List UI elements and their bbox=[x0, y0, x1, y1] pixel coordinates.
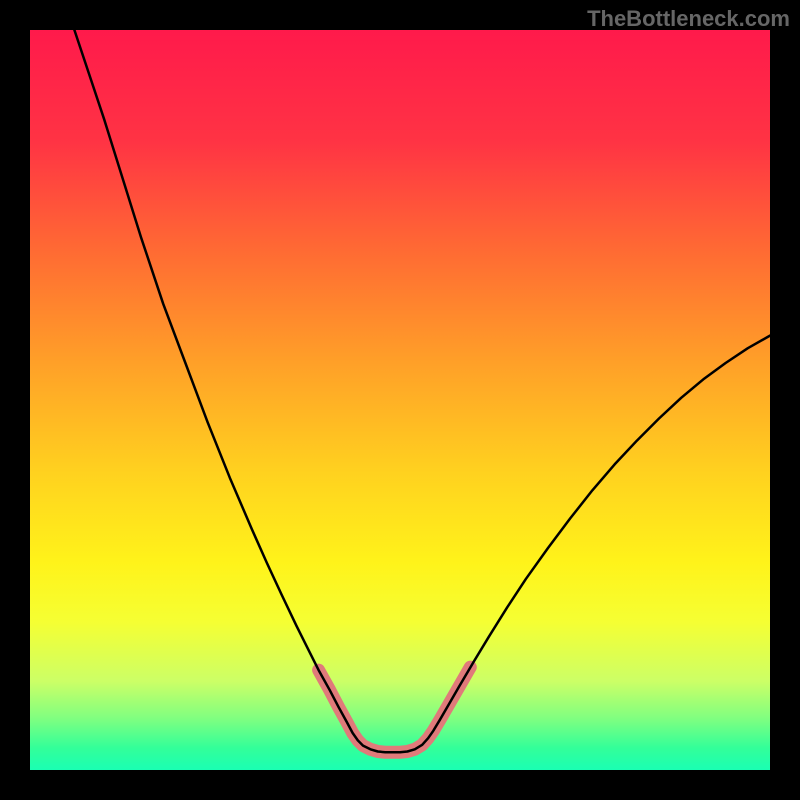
chart-plot-bg bbox=[30, 30, 770, 770]
watermark-text: TheBottleneck.com bbox=[587, 6, 790, 32]
chart-container: TheBottleneck.com bbox=[0, 0, 800, 800]
bottleneck-chart bbox=[0, 0, 800, 800]
